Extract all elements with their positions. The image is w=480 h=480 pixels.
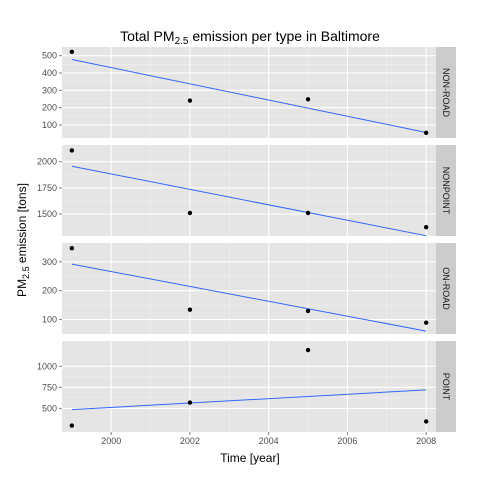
trend-line (71, 263, 427, 332)
y-tick-label: 300 (42, 85, 57, 95)
data-point (69, 246, 75, 251)
data-point (423, 225, 429, 230)
facet-strip (436, 145, 456, 236)
data-point (187, 400, 193, 405)
chart-title: Total PM2.5 emission per type in Baltimo… (120, 28, 380, 47)
panel-background (62, 341, 436, 432)
data-point (423, 419, 429, 424)
x-tick-label: 2000 (101, 436, 121, 446)
facet-strip-label: NONPOINT (441, 167, 451, 215)
data-point (305, 347, 311, 353)
trend-line (71, 165, 427, 237)
y-tick-label: 300 (42, 257, 57, 267)
data-point (305, 210, 311, 216)
facet-panel: 500 750 1000 POINT (37, 341, 456, 432)
y-tick-label: 200 (42, 286, 57, 296)
x-tick-label: 2002 (180, 436, 200, 446)
panel-background (62, 243, 436, 334)
facet-panel: 100 200 300 400 500 NON-ROAD (42, 47, 456, 138)
data-point (305, 97, 311, 102)
facet-panel: 100 200 300 ON-ROAD (42, 243, 456, 334)
y-tick-label: 500 (42, 51, 57, 61)
facet-strip (436, 341, 456, 432)
x-tick-label: 2004 (259, 436, 279, 446)
x-tick-label: 2006 (337, 436, 357, 446)
panel-background (62, 145, 436, 236)
facet-strip (436, 243, 456, 334)
facet-strip-label: POINT (441, 373, 451, 401)
y-tick-label: 2000 (37, 157, 57, 167)
y-tick-label: 100 (42, 315, 57, 325)
data-point (69, 423, 75, 428)
y-tick-label: 1500 (37, 209, 57, 219)
y-tick-label: 1000 (37, 361, 57, 371)
trend-line (71, 389, 427, 411)
facet-strip-label: ON-ROAD (441, 267, 451, 310)
y-tick-label: 200 (42, 103, 57, 113)
data-point (187, 210, 193, 216)
facet-panel: 1500 1750 2000 NONPOINT (37, 145, 456, 237)
data-point (69, 49, 75, 55)
x-tick-label: 2008 (416, 436, 436, 446)
y-tick-label: 500 (42, 403, 57, 413)
data-point (423, 130, 429, 135)
y-tick-label: 100 (42, 120, 57, 130)
data-point (423, 320, 429, 325)
x-axis-title: Time [year] (220, 451, 280, 465)
y-axis-title: PM2.5 emission [tons] (15, 183, 31, 297)
facet-strip-label: NON-ROAD (441, 68, 451, 117)
trend-line (71, 58, 427, 133)
panel-background (62, 47, 436, 138)
y-tick-label: 400 (42, 68, 57, 78)
data-point (187, 98, 193, 103)
facet-panels: 100 200 300 400 500 NON-ROAD 1500 1750 2000 NONPO… (37, 47, 456, 446)
facet-strip (436, 47, 456, 138)
data-point (69, 148, 75, 153)
y-tick-label: 1750 (37, 183, 57, 193)
data-point (187, 307, 193, 312)
data-point (305, 308, 311, 314)
y-tick-label: 750 (42, 382, 57, 392)
